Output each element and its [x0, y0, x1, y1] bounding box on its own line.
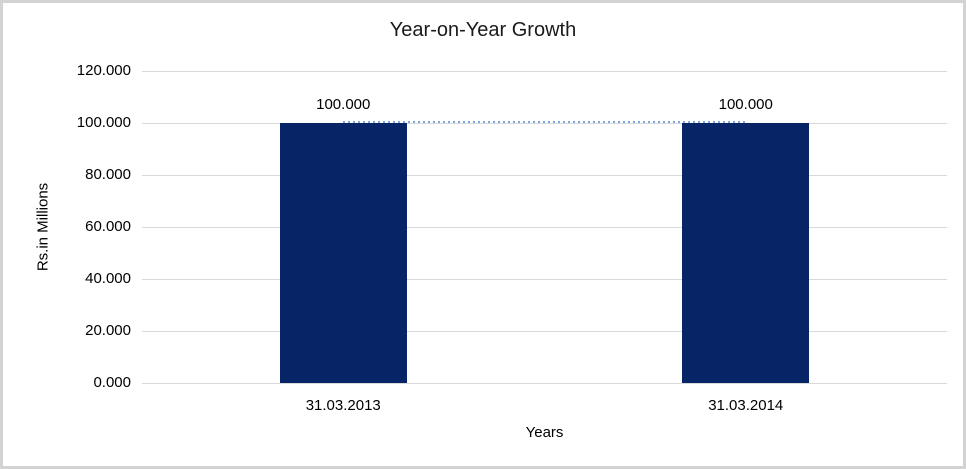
- bar-31.03.2013: [279, 123, 407, 383]
- gridline: [142, 279, 947, 280]
- x-axis-title: Years: [525, 424, 564, 441]
- y-axis-tick-label: 80.000: [85, 166, 131, 183]
- y-axis-tick-label: 0.000: [93, 374, 131, 391]
- chart-title: Year-on-Year Growth: [389, 19, 577, 41]
- y-axis-tick-label: 60.000: [85, 218, 131, 235]
- gridline: [142, 71, 947, 72]
- x-axis-tick-label: 31.03.2013: [305, 397, 381, 414]
- gridline: [142, 383, 947, 384]
- y-axis-tick-label: 40.000: [85, 270, 131, 287]
- gridline: [142, 331, 947, 332]
- x-axis-tick-label: 31.03.2014: [708, 397, 784, 414]
- y-axis-tick-label: 100.000: [76, 114, 131, 131]
- y-axis-tick-label: 120.000: [76, 62, 131, 79]
- gridline: [142, 227, 947, 228]
- dotted-connector-line: [343, 121, 746, 123]
- gridline: [142, 175, 947, 176]
- bar-data-label: 100.000: [718, 96, 773, 113]
- gridline: [142, 123, 947, 124]
- bar-data-label: 100.000: [316, 96, 371, 113]
- y-axis-tick-label: 20.000: [85, 322, 131, 339]
- bar-31.03.2014: [682, 123, 810, 383]
